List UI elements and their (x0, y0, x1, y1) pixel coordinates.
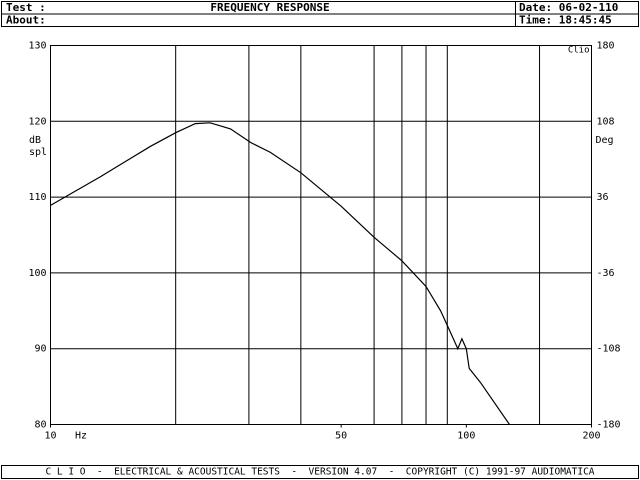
footer: C L I O - ELECTRICAL & ACOUSTICAL TESTS … (45, 467, 594, 478)
y2-axis-label: Deg (596, 135, 614, 146)
time: Time: 18:45:45 (519, 14, 612, 27)
y-tick-label: 110 (28, 192, 46, 203)
y2-tick-label: 180 (597, 41, 615, 52)
y-tick-label: 100 (28, 268, 46, 279)
y-tick-label: 130 (28, 41, 46, 52)
about-label: About: (6, 14, 46, 27)
y2-tick-label: -180 (597, 420, 621, 431)
date: Date: 06-02-110 (519, 1, 618, 14)
response-curve (50, 122, 510, 425)
corner-label: Clio (568, 46, 590, 56)
x-tick-label: 10 (44, 431, 56, 442)
screen-title: FREQUENCY RESPONSE (210, 1, 329, 14)
x-tick-label: 50 (335, 431, 347, 442)
y-tick-label: 80 (34, 420, 46, 431)
y-tick-label: 90 (34, 344, 46, 355)
x-tick-label: 100 (457, 431, 475, 442)
x-axis-label: Hz (75, 431, 87, 442)
y2-tick-label: 36 (597, 192, 609, 203)
y2-tick-label: -36 (597, 268, 615, 279)
y2-tick-label: -108 (597, 344, 621, 355)
footer-box (1, 465, 639, 479)
y-axis-label: spl (29, 147, 47, 158)
y-tick-label: 120 (28, 116, 46, 127)
y2-tick-label: 108 (597, 116, 615, 127)
test-label: Test : (6, 1, 46, 14)
x-tick-label: 200 (582, 431, 600, 442)
y-axis-label: dB (29, 135, 41, 146)
